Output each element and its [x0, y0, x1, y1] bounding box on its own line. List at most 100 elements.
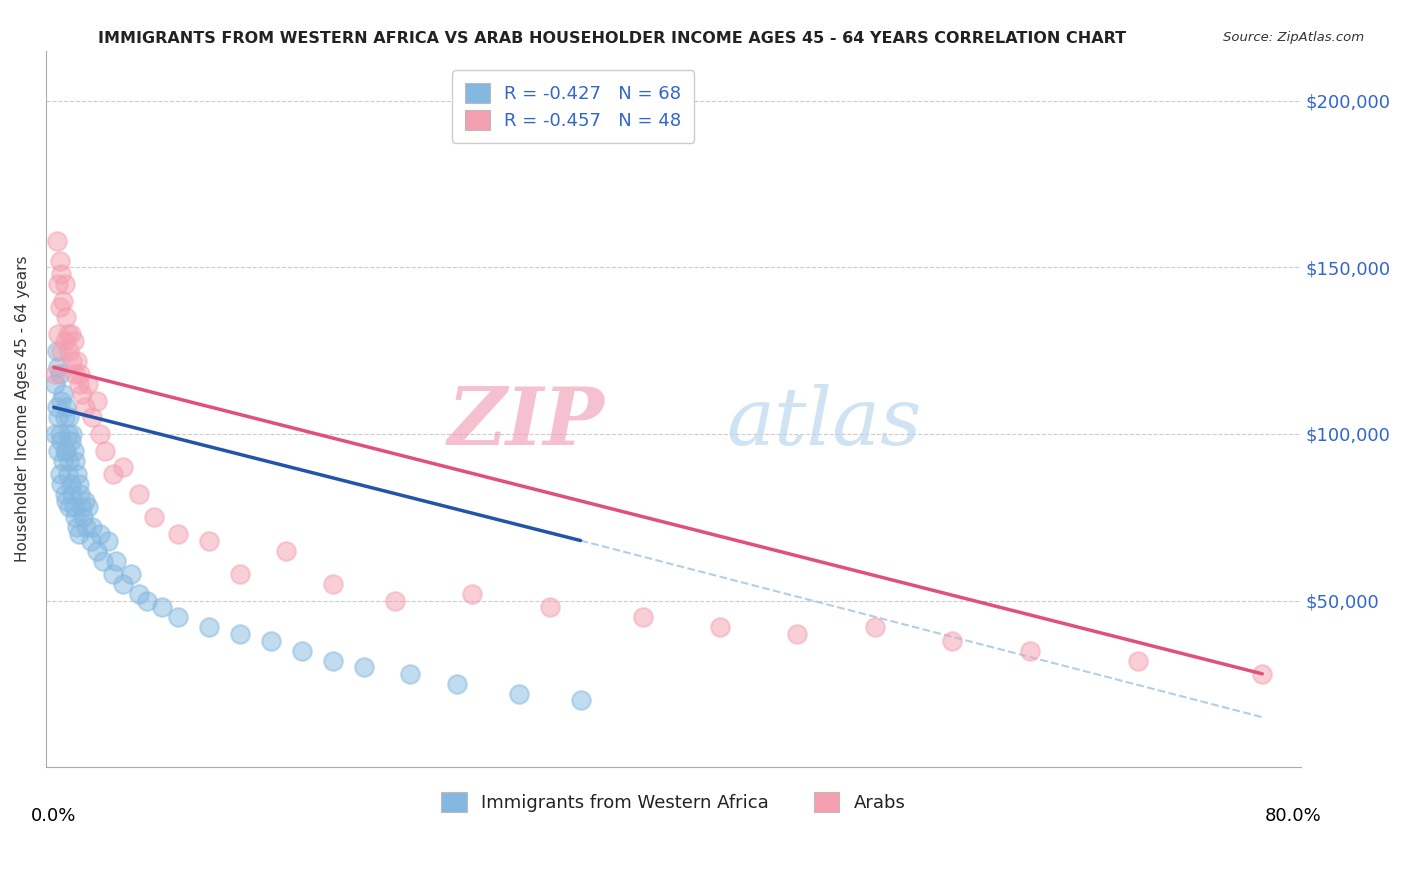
- Point: [63, 334, 86, 348]
- Text: Source: ZipAtlas.com: Source: ZipAtlas.com: [1223, 31, 1364, 45]
- Point: [538, 600, 561, 615]
- Point: [446, 677, 468, 691]
- Point: [65, 453, 87, 467]
- Point: [72, 510, 94, 524]
- Point: [66, 520, 89, 534]
- Point: [112, 460, 135, 475]
- Point: [86, 543, 108, 558]
- Point: [86, 393, 108, 408]
- Point: [94, 443, 117, 458]
- Point: [80, 533, 103, 548]
- Point: [60, 487, 83, 501]
- Point: [49, 367, 72, 381]
- Point: [259, 633, 281, 648]
- Point: [53, 410, 76, 425]
- Point: [56, 426, 79, 441]
- Point: [69, 367, 91, 381]
- Point: [63, 500, 86, 515]
- Point: [51, 267, 73, 281]
- Point: [73, 493, 96, 508]
- Point: [51, 343, 73, 358]
- Point: [58, 410, 80, 425]
- Point: [51, 393, 73, 408]
- Point: [76, 500, 98, 515]
- Point: [70, 387, 93, 401]
- Point: [104, 553, 127, 567]
- Point: [53, 487, 76, 501]
- Point: [48, 277, 70, 291]
- Text: 80.0%: 80.0%: [1265, 807, 1322, 825]
- Y-axis label: Householder Income Ages 45 - 64 years: Householder Income Ages 45 - 64 years: [15, 256, 30, 562]
- Point: [353, 660, 375, 674]
- Point: [48, 410, 70, 425]
- Point: [166, 527, 188, 541]
- Point: [631, 610, 654, 624]
- Point: [48, 443, 70, 458]
- Point: [52, 293, 75, 308]
- Point: [97, 533, 120, 548]
- Point: [49, 467, 72, 481]
- Point: [276, 543, 298, 558]
- Point: [44, 367, 66, 381]
- Point: [91, 553, 114, 567]
- Point: [45, 343, 67, 358]
- Point: [56, 467, 79, 481]
- Point: [59, 434, 82, 448]
- Point: [322, 577, 344, 591]
- Point: [143, 510, 166, 524]
- Point: [49, 253, 72, 268]
- Point: [63, 443, 86, 458]
- Point: [67, 376, 90, 391]
- Point: [45, 234, 67, 248]
- Point: [53, 277, 76, 291]
- Point: [49, 426, 72, 441]
- Text: atlas: atlas: [727, 384, 922, 462]
- Point: [58, 343, 80, 358]
- Point: [166, 610, 188, 624]
- Point: [59, 476, 82, 491]
- Point: [48, 360, 70, 375]
- Point: [53, 334, 76, 348]
- Point: [197, 533, 219, 548]
- Point: [73, 401, 96, 415]
- Point: [53, 443, 76, 458]
- Point: [89, 426, 111, 441]
- Point: [322, 653, 344, 667]
- Point: [65, 367, 87, 381]
- Point: [197, 620, 219, 634]
- Point: [228, 566, 250, 581]
- Point: [67, 527, 90, 541]
- Text: 0.0%: 0.0%: [31, 807, 76, 825]
- Point: [66, 467, 89, 481]
- Point: [59, 326, 82, 341]
- Point: [70, 500, 93, 515]
- Point: [51, 476, 73, 491]
- Point: [45, 401, 67, 415]
- Point: [52, 453, 75, 467]
- Point: [101, 566, 124, 581]
- Point: [128, 587, 150, 601]
- Point: [55, 443, 77, 458]
- Point: [786, 627, 808, 641]
- Point: [384, 593, 406, 607]
- Point: [58, 453, 80, 467]
- Point: [135, 593, 157, 607]
- Point: [128, 487, 150, 501]
- Point: [69, 487, 91, 501]
- Point: [112, 577, 135, 591]
- Point: [709, 620, 731, 634]
- Point: [291, 643, 314, 657]
- Text: ZIP: ZIP: [447, 384, 605, 462]
- Point: [55, 310, 77, 325]
- Point: [55, 493, 77, 508]
- Point: [75, 520, 97, 534]
- Text: IMMIGRANTS FROM WESTERN AFRICA VS ARAB HOUSEHOLDER INCOME AGES 45 - 64 YEARS COR: IMMIGRANTS FROM WESTERN AFRICA VS ARAB H…: [98, 31, 1126, 46]
- Point: [44, 376, 66, 391]
- Point: [399, 666, 422, 681]
- Point: [65, 510, 87, 524]
- Point: [82, 410, 104, 425]
- Point: [44, 426, 66, 441]
- Point: [82, 520, 104, 534]
- Point: [51, 434, 73, 448]
- Point: [569, 693, 592, 707]
